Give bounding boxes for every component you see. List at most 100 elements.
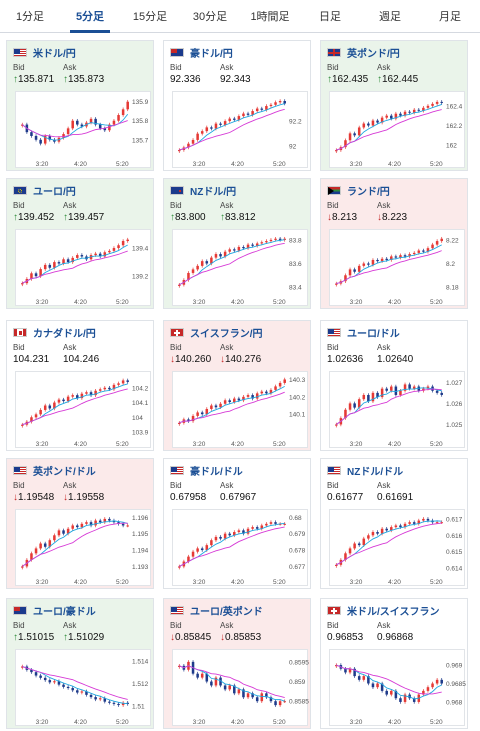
- y-tick-label: 0.8595: [289, 659, 309, 666]
- rate-card[interactable]: 米ドル/スイスフラン Bid Ask 0.96853 0.96868 0.969 0.968…: [320, 598, 468, 729]
- tab-1[interactable]: 5分足: [60, 0, 120, 33]
- candle-body: [57, 530, 61, 536]
- rate-card[interactable]: ユーロ/豪ドル Bid Ask ↑1.51015 ↑1.51029 1.514 1.512 1…: [6, 598, 154, 729]
- pair-title[interactable]: カナダドル/円: [13, 325, 96, 340]
- mini-chart[interactable]: 1.027 1.026 1.025 3:20 4:20 5:20: [329, 371, 465, 448]
- rate-card[interactable]: ユーロ/ドル Bid Ask 1.02636 1.02640 1.027 1.026 1.02…: [320, 320, 468, 451]
- mini-chart[interactable]: 1.196 1.195 1.194 1.193 3:20 4:20 5:20: [15, 509, 151, 586]
- pair-title[interactable]: 豪ドル/ドル: [170, 463, 243, 478]
- rate-card[interactable]: ランド/円 Bid Ask ↓8.213 ↓8.223 8.22 8.2 8.18 3:20 4:…: [320, 178, 468, 309]
- tab-3[interactable]: 30分足: [192, 11, 228, 23]
- candle-body: [21, 666, 24, 668]
- tab-2[interactable]: 15分足: [132, 11, 168, 23]
- x-tick-label: 5:20: [273, 579, 286, 586]
- chart-svg: 139.4 139.2 3:20 4:20 5:20: [21, 237, 149, 306]
- chart-svg: 83.8 83.6 83.4 3:20 4:20 5:20: [178, 236, 302, 306]
- pair-title[interactable]: NZドル/円: [170, 183, 236, 198]
- mini-chart[interactable]: 140.3 140.2 140.1 3:20 4:20 5:20: [172, 371, 308, 448]
- candle-body: [39, 269, 42, 277]
- mini-chart[interactable]: 8.22 8.2 8.18 3:20 4:20 5:20: [329, 229, 465, 306]
- y-tick-label: 0.614: [446, 566, 463, 573]
- tab-0[interactable]: 1分足: [15, 11, 45, 23]
- ask-value: ↑83.812: [220, 212, 256, 223]
- candle-body: [348, 403, 352, 410]
- rate-card[interactable]: 英ポンド/円 Bid Ask ↑162.435 ↑162.445 162.4 162.2 16…: [320, 40, 468, 171]
- mini-chart[interactable]: 104.2 104.1 104 103.9 3:20 4:20 5:20: [15, 371, 151, 448]
- pair-title[interactable]: ユーロ/円: [13, 183, 76, 198]
- ma-slow-line: [22, 522, 128, 567]
- rate-card[interactable]: ユーロ/円 Bid Ask ↑139.452 ↑139.457 139.4 139.2 3:2…: [6, 178, 154, 309]
- pair-title[interactable]: NZドル/ドル: [327, 463, 403, 478]
- ma-slow-line: [336, 250, 442, 284]
- mini-chart[interactable]: 162.4 162.2 162 3:20 4:20 5:20: [329, 91, 465, 168]
- tab-6[interactable]: 週足: [379, 11, 401, 23]
- y-tick-label: 162.2: [446, 123, 463, 130]
- bid-value: 0.61677: [327, 492, 363, 503]
- candle-body: [376, 120, 379, 123]
- candle-body: [403, 384, 407, 391]
- candle-body: [335, 424, 338, 426]
- mini-chart[interactable]: 92.2 92 3:20 4:20 5:20: [172, 91, 308, 168]
- candle-body: [219, 536, 222, 539]
- candle-body: [367, 676, 370, 684]
- candle-body: [371, 392, 375, 402]
- arrow-down-icon: ↓: [327, 212, 332, 223]
- candle-body: [80, 523, 84, 528]
- candle-body: [367, 263, 370, 265]
- ma-slow-line: [179, 665, 285, 699]
- pair-name: スイスフラン/円: [190, 329, 263, 340]
- candle-body: [255, 697, 259, 702]
- x-tick-label: 3:20: [193, 299, 206, 306]
- y-tick-label: 162: [446, 143, 457, 150]
- pair-title[interactable]: ユーロ/豪ドル: [13, 603, 96, 618]
- mini-chart[interactable]: 1.514 1.512 1.51 3:20 4:20 5:20: [15, 649, 151, 726]
- rate-card[interactable]: カナダドル/円 Bid Ask 104.231 104.246 104.2 104.1 104…: [6, 320, 154, 451]
- candle-body: [178, 422, 181, 425]
- pair-title[interactable]: 豪ドル/円: [170, 45, 233, 60]
- ask-value: 0.61691: [377, 492, 413, 503]
- pair-title[interactable]: ランド/円: [327, 183, 390, 198]
- candle-body: [255, 393, 259, 399]
- candle-body: [53, 139, 56, 142]
- candle-body: [53, 535, 56, 541]
- pair-title[interactable]: ユーロ/ドル: [327, 325, 400, 340]
- mini-chart[interactable]: 0.8595 0.859 0.8585 3:20 4:20 5:20: [172, 649, 309, 726]
- rate-card[interactable]: スイスフラン/円 Bid Ask ↓140.260 ↓140.276 140.3 140.2…: [163, 320, 311, 451]
- mini-chart[interactable]: 0.68 0.679 0.678 0.677 3:20 4:20 5:20: [172, 509, 308, 586]
- candle-body: [76, 395, 79, 399]
- pair-title[interactable]: 米ドル/円: [13, 45, 76, 60]
- pair-title[interactable]: 米ドル/スイスフラン: [327, 603, 439, 618]
- rate-card[interactable]: 英ポンド/ドル Bid Ask ↓1.19548 ↓1.19558 1.196 1.195 1…: [6, 458, 154, 589]
- mini-chart[interactable]: 139.4 139.2 3:20 4:20 5:20: [15, 229, 151, 306]
- pair-title[interactable]: ユーロ/英ポンド: [170, 603, 263, 618]
- pair-title[interactable]: 英ポンド/円: [327, 45, 400, 60]
- candle-body: [403, 523, 407, 528]
- candle-body: [412, 109, 416, 113]
- rate-card[interactable]: ユーロ/英ポンド Bid Ask ↓0.85845 ↓0.85853 0.8595 0.85…: [163, 598, 311, 729]
- candle-body: [348, 668, 352, 673]
- candle-body: [390, 115, 393, 119]
- mini-chart[interactable]: 83.8 83.6 83.4 3:20 4:20 5:20: [172, 229, 308, 306]
- candle-body: [242, 246, 245, 249]
- pair-title[interactable]: スイスフラン/円: [170, 325, 262, 340]
- rate-card[interactable]: NZドル/円 Bid Ask ↑83.800 ↑83.812 83.8 83.6 83.4 3:…: [163, 178, 311, 309]
- rate-card[interactable]: 米ドル/円 Bid Ask ↑135.871 ↑135.873 135.9 135.8 135…: [6, 40, 154, 171]
- pair-name: 豪ドル/円: [190, 49, 233, 60]
- candle-body: [214, 123, 218, 129]
- candle-body: [274, 522, 277, 524]
- candle-body: [251, 527, 254, 529]
- tab-7[interactable]: 月足: [439, 11, 461, 23]
- pair-title[interactable]: 英ポンド/ドル: [13, 463, 96, 478]
- ask-number: 139.457: [68, 212, 105, 223]
- tab-4[interactable]: 1時間足: [250, 11, 290, 23]
- rate-card[interactable]: 豪ドル/ドル Bid Ask 0.67958 0.67967 0.68 0.679 0.678…: [163, 458, 311, 589]
- tab-5[interactable]: 日足: [319, 11, 341, 23]
- mini-chart[interactable]: 0.969 0.9685 0.968 3:20 4:20 5:20: [329, 649, 466, 726]
- mini-chart[interactable]: 0.617 0.616 0.615 0.614 3:20 4:20 5:20: [329, 509, 465, 586]
- rate-card[interactable]: NZドル/ドル Bid Ask 0.61677 0.61691 0.617 0.616 0.6…: [320, 458, 468, 589]
- x-tick-label: 5:20: [430, 161, 443, 168]
- rate-card[interactable]: 豪ドル/円 Bid Ask 92.336 92.343 92.2 92 3:20 4:20 5:2…: [163, 40, 311, 171]
- bid-value: 1.02636: [327, 354, 363, 365]
- mini-chart[interactable]: 135.9 135.8 135.7 3:20 4:20 5:20: [15, 91, 151, 168]
- candle-body: [205, 545, 209, 551]
